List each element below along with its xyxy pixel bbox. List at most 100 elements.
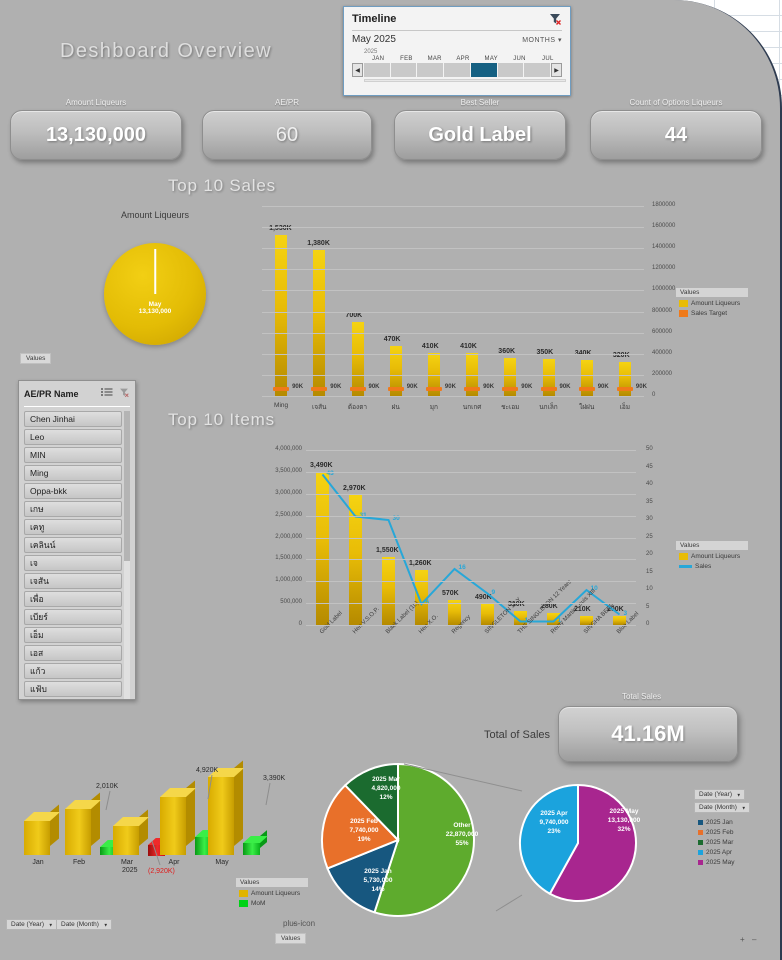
timeline-scrollbar[interactable] (364, 79, 566, 82)
slicer-item-list[interactable]: Chen Jinhai Leo MIN Ming Oppa-bkk เกษเคทูเคลิ… (24, 411, 130, 699)
sales-by-month-pie-chart[interactable]: Other 22,870,000 55% 2025 Feb 7,740,000 19% 20… (310, 755, 690, 930)
timeline-slicer[interactable]: Timeline May 2025 MONTHS ▾ 2025 JAN FEB … (343, 6, 571, 96)
mom-column-apr[interactable] (195, 824, 220, 855)
pie-label-value: 5,730,000 (363, 877, 393, 884)
pie-legend-item-3[interactable]: 2025 Apr (698, 849, 735, 856)
legend-item[interactable]: Amount Liqueurs (676, 553, 748, 560)
timeline-cell-jul[interactable] (524, 63, 551, 77)
timeline-cell-may-selected[interactable] (470, 63, 497, 77)
timeline-cell-jun[interactable] (497, 63, 524, 77)
timeline-cell-mar[interactable] (417, 63, 444, 77)
gauge-values-badge[interactable]: Values (20, 353, 52, 364)
bar-value-label: 570K (442, 590, 459, 598)
slicer-item-14[interactable]: แก้ว (24, 663, 122, 679)
bar-5[interactable] (466, 352, 479, 396)
total-sales-card[interactable]: 41.16M (558, 706, 738, 762)
pie-of-pie-svg[interactable] (310, 755, 690, 930)
timeline-cell-feb[interactable] (390, 63, 417, 77)
pie-legend-item-2[interactable]: 2025 Mar (698, 839, 735, 846)
column-3d-apr[interactable] (160, 780, 196, 855)
legend-item[interactable]: Amount Liqueurs (236, 890, 308, 897)
pie-legend-item-1[interactable]: 2025 Feb (698, 829, 735, 836)
bar-3[interactable] (415, 569, 428, 625)
kpi-card-best-seller[interactable]: Best Seller Gold Label (394, 98, 566, 160)
chevron-left-icon[interactable]: ◀ (352, 63, 363, 77)
pie-slice-other[interactable] (373, 762, 475, 917)
bar-0[interactable] (316, 472, 329, 625)
date-month-dropdown-left[interactable]: Date (Month) (56, 919, 112, 930)
plus-icon-right[interactable]: + (740, 935, 745, 944)
column-3d-may[interactable] (208, 760, 244, 855)
mom-column-mar[interactable] (148, 832, 173, 856)
slicer-item-15[interactable]: แฟ้บ (24, 681, 122, 697)
bar-2[interactable] (382, 557, 395, 625)
timeline-cell-apr[interactable] (444, 63, 470, 77)
pie-slice-2025-feb[interactable] (321, 783, 400, 870)
bar-8[interactable] (580, 360, 593, 396)
column-3d-mar[interactable] (113, 809, 149, 855)
slicer-item-13[interactable]: เอส (24, 645, 122, 661)
kpi-card-count-options[interactable]: Count of Options Liqueurs 44 (590, 98, 762, 160)
legend-item[interactable]: Sales (676, 563, 748, 570)
date-year-dropdown-right[interactable]: Date (Year) (694, 789, 745, 800)
slicer-item-6[interactable]: เคทู (24, 519, 122, 535)
monthly-3d-column-chart[interactable]: Jan Feb Mar Apr May 2,010K 4,920K 3,390K (2… (0, 755, 310, 900)
slicer-scroll-thumb[interactable] (124, 411, 130, 561)
pie-legend[interactable]: 2025 Jan 2025 Feb 2025 Mar 2025 Apr 2025 May (698, 816, 735, 866)
plus-icon[interactable]: plus-icon (283, 919, 316, 928)
mom-column-may[interactable] (243, 829, 268, 855)
bar-3[interactable] (389, 346, 402, 396)
pie-slice-2025-jan[interactable] (326, 838, 400, 914)
slicer-item-2[interactable]: MIN (24, 447, 122, 463)
kpi-card-amount-liqueurs[interactable]: Amount Liqueurs 13,130,000 (10, 98, 182, 160)
slicer-item-3[interactable]: Ming (24, 465, 122, 481)
bar-4[interactable] (427, 352, 440, 396)
ae-pr-name-slicer[interactable]: AE/PR Name Chen Jinhai Leo MIN Ming O (18, 380, 136, 700)
clear-filter-icon[interactable] (548, 12, 562, 26)
slicer-item-8[interactable]: เจ (24, 555, 122, 571)
column-3d-jan[interactable] (24, 804, 60, 855)
timeline-cell-jan[interactable] (364, 63, 390, 77)
monthly-values-badge[interactable]: Values (275, 933, 307, 944)
bar-9[interactable] (618, 362, 631, 396)
pie-slice-2025-apr[interactable] (519, 783, 579, 896)
clear-filter-icon[interactable] (118, 385, 130, 403)
monthly-chart-legend[interactable]: Values Amount Liqueurs MoM (236, 878, 308, 907)
column-3d-feb[interactable] (65, 792, 101, 855)
chevron-right-icon[interactable]: ▶ (551, 63, 562, 77)
legend-item[interactable]: MoM (236, 900, 308, 907)
slicer-item-4[interactable]: Oppa-bkk (24, 483, 122, 499)
slicer-item-9[interactable]: เจสัน (24, 573, 122, 589)
bar-1[interactable] (313, 250, 326, 396)
timeline-cells[interactable] (364, 63, 551, 77)
date-month-dropdown-right[interactable]: Date (Month) (694, 802, 750, 813)
slicer-item-10[interactable]: เพื่อ (24, 591, 122, 607)
slicer-item-0[interactable]: Chen Jinhai (24, 411, 122, 427)
date-year-dropdown-left[interactable]: Date (Year) (6, 919, 57, 930)
slicer-item-11[interactable]: เบียร์ (24, 609, 122, 625)
top10-items-legend[interactable]: Values Amount Liqueurs Sales (676, 541, 748, 570)
slicer-item-5[interactable]: เกษ (24, 501, 122, 517)
bar-2[interactable] (351, 322, 364, 396)
pie-legend-item-0[interactable]: 2025 Jan (698, 819, 735, 826)
legend-swatch-target (679, 310, 688, 317)
multi-select-icon[interactable] (101, 385, 113, 403)
pie-legend-item-4[interactable]: 2025 May (698, 859, 735, 866)
slicer-scrollbar[interactable] (124, 411, 130, 699)
pie-slice-2025-may[interactable] (548, 783, 637, 902)
bar-0[interactable] (275, 234, 288, 396)
legend-item[interactable]: Sales Target (676, 310, 748, 317)
top10-sales-legend[interactable]: Values Amount Liqueurs Sales Target (676, 288, 748, 317)
slicer-item-7[interactable]: เคลินน์ (24, 537, 122, 553)
kpi-card-ae-pr[interactable]: AE/PR 60 (202, 98, 372, 160)
mom-column-feb[interactable] (100, 834, 125, 855)
minus-icon[interactable]: – (293, 919, 298, 928)
legend-item[interactable]: Amount Liqueurs (676, 300, 748, 307)
slicer-item-1[interactable]: Leo (24, 429, 122, 445)
pie-label-percent: 23% (547, 828, 561, 835)
gauge-chart[interactable]: May 13,130,000 (104, 243, 206, 345)
slicer-item-12[interactable]: เอ็ม (24, 627, 122, 643)
minus-icon-right[interactable]: – (752, 935, 757, 944)
timeline-level-dropdown[interactable]: MONTHS ▾ (522, 36, 562, 44)
pie-slice-2025-mar[interactable] (343, 762, 399, 843)
